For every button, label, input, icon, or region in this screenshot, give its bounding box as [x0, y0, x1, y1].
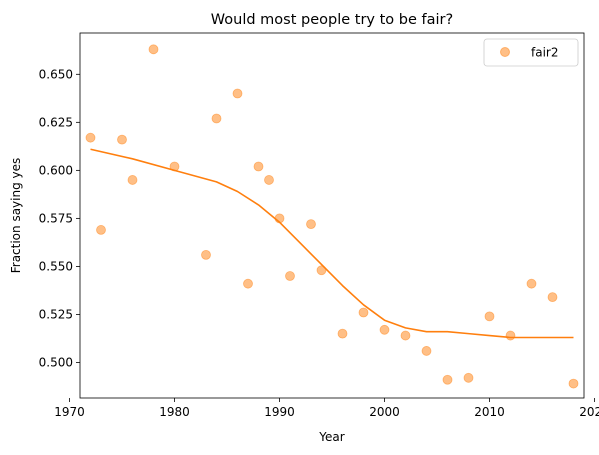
data-point [148, 44, 159, 55]
data-point [243, 278, 253, 289]
legend: fair2 [483, 38, 579, 67]
y-axis-label: Fraction saying yes [9, 158, 23, 274]
x-tick-label: 2000 [369, 405, 400, 419]
x-axis-label: Year [318, 430, 344, 444]
data-point [211, 113, 222, 124]
data-point [127, 175, 138, 185]
data-point [201, 249, 211, 260]
data-point [264, 175, 274, 185]
chart-title: Would most people try to be fair? [211, 12, 453, 28]
y-tick-label: 0.600 [39, 163, 73, 177]
data-point [463, 372, 474, 383]
plot-area-border [79, 32, 585, 399]
y-tick-label: 0.500 [39, 355, 73, 369]
data-point [253, 161, 264, 172]
legend-marker [500, 47, 510, 57]
data-point [379, 324, 390, 335]
x-tick-label: 1990 [264, 405, 295, 419]
data-point [285, 271, 295, 281]
data-point [337, 328, 348, 339]
y-axis-ticks: 0.500 0.525 0.550 0.575 0.600 0.625 0.650 [39, 67, 80, 369]
data-point [96, 225, 106, 235]
data-point [442, 374, 453, 385]
trend-lines [90, 148, 574, 339]
plot-frame [79, 32, 585, 399]
data-point [232, 88, 243, 99]
data-point [117, 134, 127, 145]
data-point [526, 278, 537, 289]
trend-line [90, 148, 574, 339]
x-tick-label: 1980 [159, 405, 190, 419]
data-point [568, 378, 579, 389]
x-tick-label: 2010 [474, 405, 505, 419]
y-tick-label: 0.650 [39, 67, 73, 81]
data-point [484, 311, 495, 322]
y-tick-label: 0.575 [39, 211, 73, 225]
data-point [421, 346, 432, 356]
y-tick-label: 0.625 [39, 115, 73, 129]
scatter-points [85, 44, 579, 389]
y-tick-label: 0.550 [39, 259, 73, 273]
x-tick-label: 1970 [54, 405, 85, 419]
data-point [316, 265, 327, 276]
data-point [400, 330, 411, 341]
data-point [306, 219, 316, 230]
data-point [358, 307, 369, 318]
legend-box [483, 38, 579, 67]
y-tick-label: 0.525 [39, 307, 73, 321]
data-point [85, 132, 96, 143]
legend-label: fair2 [531, 46, 558, 60]
data-point [505, 330, 516, 341]
data-point [547, 292, 558, 303]
